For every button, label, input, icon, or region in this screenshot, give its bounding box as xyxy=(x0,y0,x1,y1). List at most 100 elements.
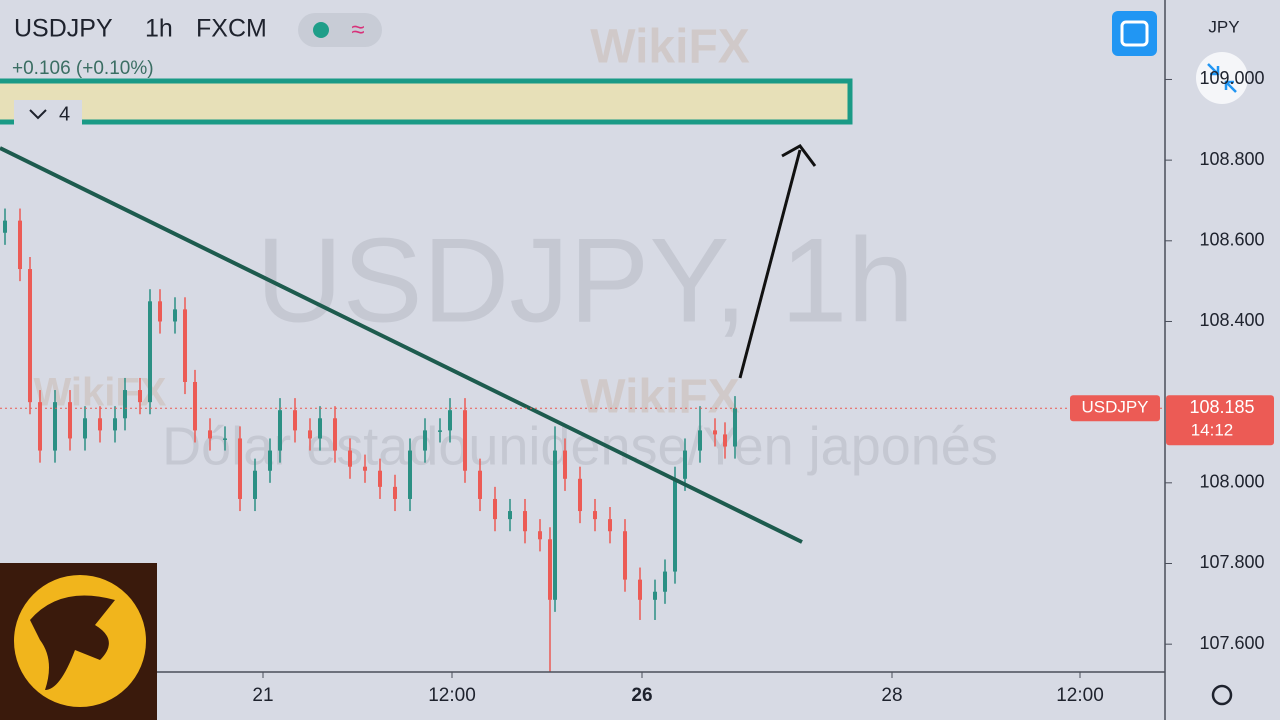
x-tick-label: 21 xyxy=(252,685,273,706)
last-price-name: USDJPY xyxy=(1081,398,1148,417)
candle-body xyxy=(508,511,512,520)
candle-body xyxy=(448,410,452,431)
candle-body xyxy=(553,450,557,600)
candle-body xyxy=(673,478,677,572)
candle-body xyxy=(683,450,687,479)
candle-body xyxy=(333,418,337,451)
candle-body xyxy=(578,478,582,512)
y-tick-label: 107.600 xyxy=(1199,633,1264,653)
exchange: FXCM xyxy=(196,15,267,43)
candle-body xyxy=(638,579,642,600)
candle-body xyxy=(538,531,542,540)
candle-body xyxy=(478,470,482,499)
candle-body xyxy=(548,539,552,600)
candle-body xyxy=(253,470,257,499)
candle-body xyxy=(208,430,212,439)
y-tick-label: 108.800 xyxy=(1199,149,1264,169)
y-tick-label: 108.400 xyxy=(1199,310,1264,330)
candle-body xyxy=(733,408,737,447)
candle-body xyxy=(18,220,22,270)
candle-body xyxy=(423,430,427,451)
indicator-toggle[interactable] xyxy=(14,100,82,128)
y-tick-label: 109.000 xyxy=(1199,68,1264,88)
candle-body xyxy=(523,511,527,532)
candle-body xyxy=(653,591,657,600)
logo-eagle xyxy=(30,595,115,690)
candle-body xyxy=(158,301,162,322)
highlight-box xyxy=(0,78,853,125)
arrow xyxy=(738,149,802,379)
candle-body xyxy=(138,390,142,403)
candle-body xyxy=(53,402,57,451)
x-tick-label: 12:00 xyxy=(1056,685,1104,706)
trend-line xyxy=(0,146,803,544)
candle-body xyxy=(723,434,727,447)
change: +0.106 (+0.10%) xyxy=(12,58,154,79)
y-tick-label: 107.800 xyxy=(1199,552,1264,572)
x-tick-label: 12:00 xyxy=(428,685,476,706)
candle-body xyxy=(363,466,367,471)
last-price-name-box xyxy=(1070,395,1160,422)
candle-body xyxy=(183,309,187,382)
candle-body xyxy=(193,381,197,431)
interval: 1h xyxy=(145,15,173,43)
indicator-count: 4 xyxy=(59,103,70,125)
candle-body xyxy=(238,438,242,499)
watermark-description: Dólar estadounidense/Yen japonés xyxy=(162,416,998,476)
candle-body xyxy=(493,498,497,520)
x-tick-label: 26 xyxy=(631,685,652,706)
fullscreen-icon xyxy=(1120,20,1149,47)
candle-body xyxy=(148,301,152,403)
watermark-symbol: USDJPY, 1h xyxy=(256,214,914,348)
brand-watermark: WikiFX xyxy=(590,21,750,74)
candle-body xyxy=(393,486,397,499)
settings-button[interactable] xyxy=(1211,684,1233,706)
candle-body xyxy=(713,430,717,435)
candle-body xyxy=(318,418,322,439)
candle-body xyxy=(293,410,297,431)
last-price-box xyxy=(1166,395,1274,446)
plot xyxy=(3,208,737,673)
candle-body xyxy=(123,390,127,419)
candle-body xyxy=(38,402,42,451)
candle-body xyxy=(378,470,382,487)
candle-body xyxy=(563,450,567,479)
candle-body xyxy=(608,519,612,532)
symbol: USDJPY xyxy=(14,15,113,43)
x-tick-label: 28 xyxy=(881,685,902,706)
status-pill xyxy=(298,13,382,47)
chevron xyxy=(29,109,47,120)
candle-body xyxy=(408,450,412,499)
brand-watermark: WikiFX xyxy=(580,371,740,424)
last-price-value: 108.185 xyxy=(1189,397,1254,417)
candle-body xyxy=(113,418,117,431)
candle-body xyxy=(438,430,442,432)
candle-body xyxy=(593,511,597,520)
countdown: 14:12 xyxy=(1191,421,1234,440)
candle-body xyxy=(278,410,282,451)
candle-body xyxy=(308,430,312,439)
candle-body xyxy=(698,430,702,451)
candle-body xyxy=(463,410,467,471)
candle-body xyxy=(173,309,177,322)
candle-body xyxy=(268,450,272,471)
candle-body xyxy=(223,438,227,440)
status-icon: ≈ xyxy=(351,16,364,43)
candle-body xyxy=(98,418,102,431)
candle-body xyxy=(623,531,627,580)
candle-body xyxy=(663,571,667,592)
y-unit: JPY xyxy=(1208,17,1239,36)
candle-body xyxy=(28,269,32,403)
y-tick-label: 108.000 xyxy=(1199,472,1264,492)
candle-body xyxy=(348,450,352,467)
y-tick-label: 108.600 xyxy=(1199,230,1264,250)
status-dot xyxy=(313,22,329,38)
fullscreen-button[interactable] xyxy=(1112,11,1157,56)
collapse-icon xyxy=(1207,63,1237,93)
candle-body xyxy=(83,418,87,439)
candle-body xyxy=(68,402,72,439)
candle-body xyxy=(3,220,7,233)
arrow-head xyxy=(781,144,817,167)
